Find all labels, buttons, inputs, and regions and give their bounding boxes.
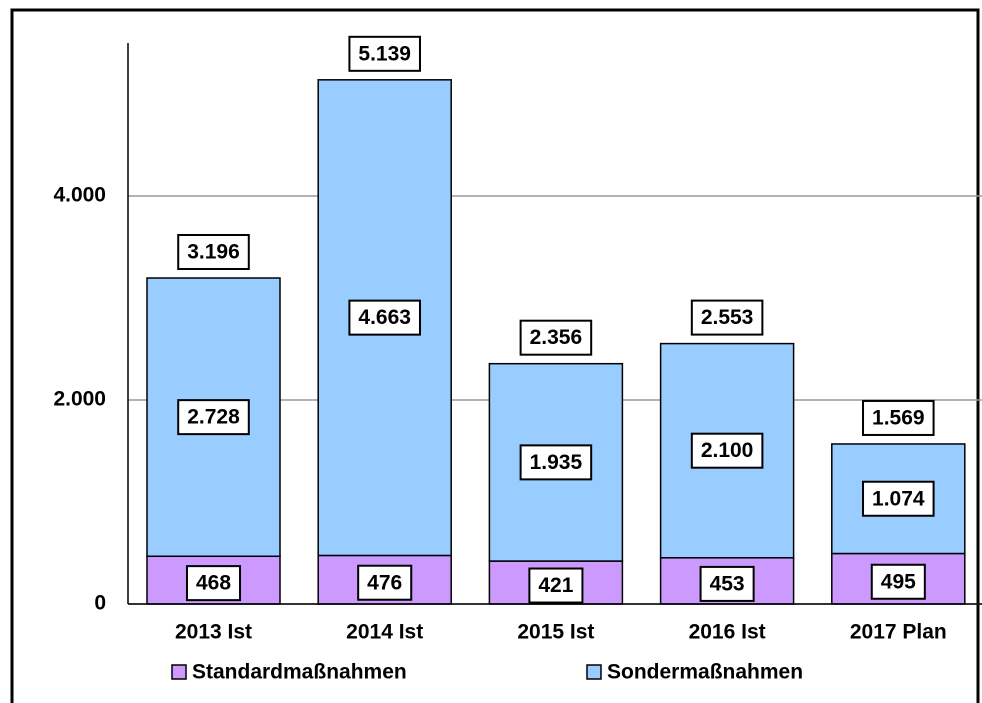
value-label: 4.663: [358, 306, 411, 329]
frame: [10, 8, 980, 703]
value-label-box: [699, 565, 755, 602]
legend-swatch: [586, 664, 602, 680]
value-label: 421: [538, 574, 573, 597]
value-label-box: [177, 399, 250, 436]
y-tick-label: 4.000: [53, 184, 106, 207]
y-tick-label: 2.000: [53, 388, 106, 411]
value-label: 453: [710, 572, 745, 595]
value-label: 495: [881, 570, 916, 593]
value-label-box: [185, 565, 242, 602]
x-tick-label: 2013 Ist: [175, 621, 252, 644]
value-label: 1.569: [872, 407, 925, 430]
value-label: 1.074: [872, 487, 925, 510]
value-label-box: [862, 399, 935, 436]
value-label-box: [357, 564, 413, 601]
value-label-box: [519, 444, 593, 481]
value-label-box: [177, 234, 250, 271]
value-label: 1.935: [530, 451, 583, 474]
value-label-box: [348, 299, 421, 336]
value-label: 476: [367, 571, 402, 594]
x-tick-label: 2017 Plan: [850, 621, 947, 644]
value-label: 468: [196, 572, 231, 595]
value-label-box: [870, 563, 926, 600]
value-label-box: [690, 299, 764, 336]
value-label-box: [690, 432, 764, 469]
value-label: 2.100: [701, 439, 754, 462]
x-tick-label: 2015 Ist: [517, 621, 594, 644]
value-label: 2.553: [701, 306, 754, 329]
value-label: 2.356: [530, 326, 583, 349]
y-tick-label: 0: [94, 592, 106, 615]
value-label-box: [348, 35, 421, 72]
legend-label: Sondermaßnahmen: [607, 661, 803, 684]
value-label: 2.728: [187, 406, 240, 429]
x-tick-label: 2016 Ist: [689, 621, 766, 644]
x-tick-label: 2014 Ist: [346, 621, 423, 644]
value-label: 5.139: [358, 42, 411, 65]
value-label: 3.196: [187, 241, 240, 264]
value-label-box: [519, 319, 593, 356]
legend-swatch: [171, 664, 187, 680]
value-label-box: [528, 567, 584, 604]
value-label-box: [862, 480, 935, 517]
legend-label: Standardmaßnahmen: [192, 661, 407, 684]
